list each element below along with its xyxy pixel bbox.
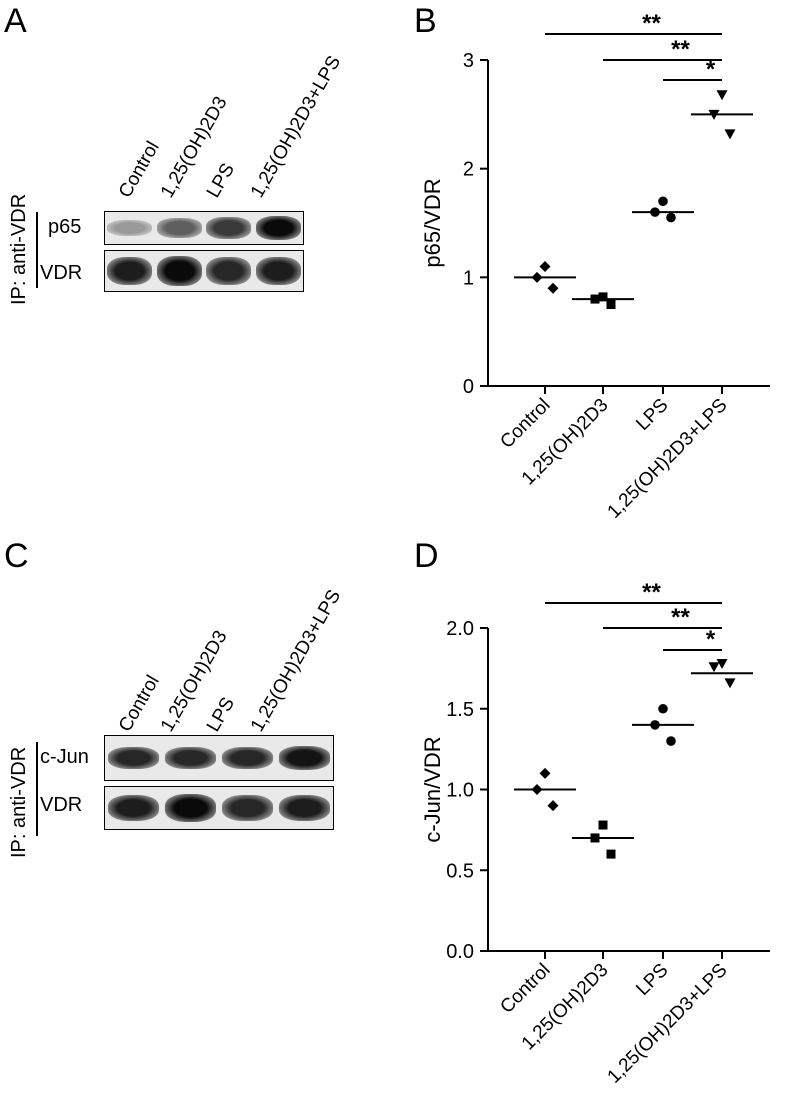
panel-letter-b: B [414, 2, 437, 40]
blot-band [107, 746, 160, 770]
y-axis-label: p65/VDR [420, 178, 445, 267]
blot-band [221, 794, 274, 822]
data-point-circle [658, 703, 668, 714]
blot-band [221, 746, 274, 770]
data-point-triangle [724, 129, 736, 140]
data-point-triangle [708, 662, 720, 673]
blot-band [107, 256, 153, 286]
blot-strip-vdr [104, 250, 304, 292]
blot-band [278, 794, 331, 822]
significance-label: ** [671, 604, 690, 631]
y-tick-label: 1.0 [446, 780, 474, 802]
y-tick-label: 2.0 [446, 618, 474, 640]
y-tick-label: 0.0 [446, 941, 474, 963]
blot-band [156, 256, 202, 286]
data-point-triangle [724, 678, 736, 689]
blot-band [107, 794, 160, 822]
y-tick-label: 2 [463, 159, 474, 181]
data-point-circle [666, 212, 676, 223]
blot-band [278, 746, 331, 770]
band-label-p65: p65 [48, 216, 82, 238]
y-tick-label: 0.5 [446, 860, 474, 882]
x-tick-label: LPS [632, 960, 672, 1000]
data-point-square [606, 849, 616, 859]
y-tick-label: 1 [463, 267, 474, 289]
panel-letter-c: C [4, 537, 29, 575]
data-point-circle [666, 736, 676, 746]
y-tick-label: 0 [463, 376, 474, 398]
blot-band [156, 218, 202, 238]
significance-label: ** [642, 10, 661, 37]
panel-letter-a: A [4, 2, 27, 40]
band-label-cjun: c-Jun [40, 746, 89, 768]
blot-band [107, 219, 153, 237]
data-point-diamond [547, 800, 559, 812]
blot-band [255, 216, 301, 240]
blot-band [206, 256, 252, 286]
significance-label: ** [671, 36, 690, 63]
blot-band [164, 794, 217, 822]
y-tick-label: 3 [463, 50, 474, 72]
ip-bracket [36, 742, 38, 836]
blot-strip-vdr [104, 786, 334, 830]
data-point-triangle [716, 90, 728, 101]
ip-bracket [36, 212, 38, 288]
x-tick-label: Control [496, 960, 554, 1018]
data-point-square [598, 292, 608, 302]
data-point-diamond [547, 282, 559, 294]
data-point-diamond [539, 260, 551, 272]
y-tick-label: 1.5 [446, 699, 474, 721]
blot-band [255, 256, 301, 286]
blot-strip-p65 [104, 211, 304, 245]
data-point-circle [658, 196, 668, 207]
significance-label: * [706, 56, 716, 83]
blot-band [206, 217, 252, 239]
band-label-vdr: VDR [40, 262, 83, 284]
data-point-square [598, 820, 608, 830]
blot-strip-cjun [104, 735, 334, 781]
blot-band [164, 746, 217, 770]
significance-label: * [706, 626, 716, 653]
data-point-triangle [716, 659, 728, 670]
data-point-square [606, 300, 616, 309]
significance-label: ** [642, 579, 661, 606]
band-label-vdr: VDR [40, 794, 83, 816]
data-point-diamond [539, 767, 551, 779]
y-axis-label: c-Jun/VDR [420, 736, 445, 842]
panel-letter-d: D [414, 537, 439, 575]
